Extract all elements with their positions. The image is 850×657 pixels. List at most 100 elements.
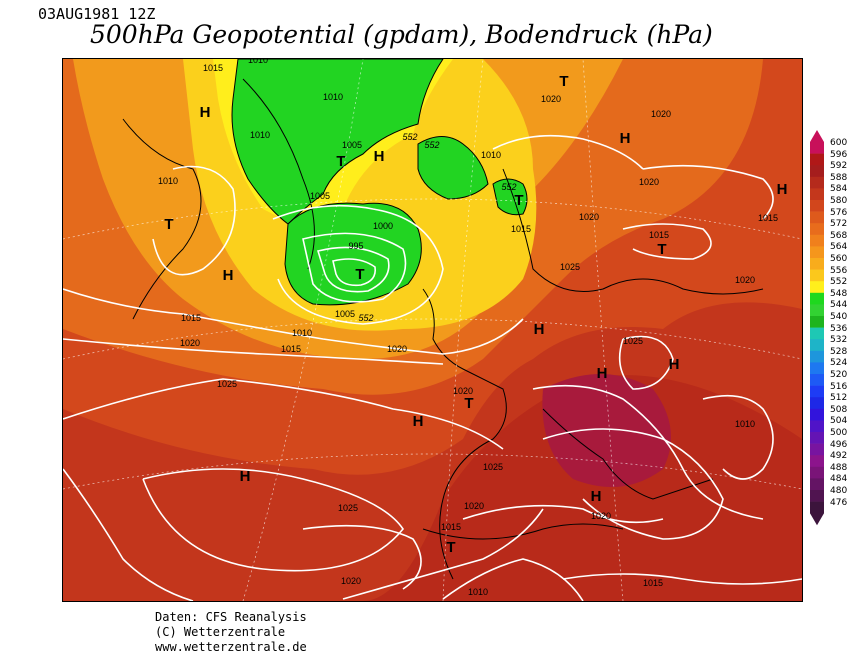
colorbar-label: 476 [830, 497, 848, 508]
isobar-label: 1020 [591, 511, 611, 521]
colorbar-swatch [810, 281, 824, 294]
colorbar-bottom-arrow [810, 513, 824, 526]
isobar-label: 1020 [453, 386, 473, 396]
pressure-center: T [514, 192, 523, 209]
contour-552-label: 552 [424, 140, 439, 150]
footer-source: Daten: CFS Reanalysis [155, 610, 307, 624]
colorbar-label: 552 [830, 277, 848, 288]
colorbar-rects [810, 142, 824, 514]
colorbar-swatch [810, 153, 824, 166]
colorbar-label: 484 [830, 474, 848, 485]
colorbar-swatch [810, 142, 824, 154]
colorbar-label: 496 [830, 439, 848, 450]
contour-552-label: 552 [402, 132, 417, 142]
pressure-center: H [620, 130, 631, 147]
isobar-label: 1010 [248, 59, 268, 65]
isobar-label: 1020 [180, 338, 200, 348]
colorbar-label: 568 [830, 230, 848, 241]
pressure-center: T [464, 395, 473, 412]
colorbar-swatch [810, 327, 824, 340]
colorbar-swatch [810, 176, 824, 189]
isobar-label: 1025 [483, 462, 503, 472]
colorbar-swatch [810, 385, 824, 398]
isobar-label: 1020 [464, 501, 484, 511]
graticule [63, 59, 802, 601]
colorbar-label: 600 [830, 138, 848, 148]
isobar-label: 1020 [387, 344, 407, 354]
pressure-center: H [374, 148, 385, 165]
pressure-center: H [534, 321, 545, 338]
coast-western-europe [422, 288, 507, 580]
isobar-label: 995 [348, 241, 363, 251]
colorbar-swatch [810, 374, 824, 386]
map-canvas: 1015 1010 1010 1020 1010 1005 1010 1005 … [63, 59, 802, 601]
colorbar-swatch [810, 478, 824, 491]
field-592 [542, 374, 671, 487]
map-title: 500hPa Geopotential (gpdam), Bodendruck … [90, 20, 713, 49]
isobar-label: 1020 [651, 109, 671, 119]
low-scandinavia [492, 178, 528, 216]
isobar-label: 1010 [292, 328, 312, 338]
isobar-label: 1025 [217, 379, 237, 389]
colorbar-top-arrow [810, 130, 824, 142]
isobar-label: 1015 [281, 344, 301, 354]
coast-north-africa [422, 523, 624, 540]
isobar-label: 1015 [181, 313, 201, 323]
colorbar-label: 548 [830, 288, 848, 299]
colorbar-label: 592 [830, 161, 848, 172]
isobar-label: 1015 [643, 578, 663, 588]
geopotential-label-group: 552 552 552 552 [358, 132, 516, 323]
colorbar-swatch [810, 234, 824, 247]
colorbar-swatch [810, 304, 824, 317]
colorbar-swatch [810, 165, 824, 178]
isobar-label: 1015 [441, 522, 461, 532]
coast-scandinavia [502, 168, 764, 295]
colorbar-label: 556 [830, 265, 848, 276]
colorbar-swatch [810, 362, 824, 375]
isobar-label: 1005 [342, 140, 362, 150]
footer-url[interactable]: www.wetterzentrale.de [155, 640, 307, 654]
colorbar-swatch [810, 223, 824, 236]
low-norway-sea [417, 136, 489, 200]
colorbar-label: 500 [830, 428, 848, 438]
colorbar-swatch [810, 455, 824, 468]
isobar-label: 1005 [310, 191, 330, 201]
pressure-center: H [597, 365, 608, 382]
colorbar-swatch [810, 246, 824, 259]
isobar-label: 1015 [203, 63, 223, 73]
colorbar-label: 564 [830, 242, 848, 253]
isobar-label: 1020 [541, 94, 561, 104]
isobar-label: 1010 [735, 419, 755, 429]
colorbar-label: 584 [830, 184, 848, 195]
isobar-label: 1015 [649, 230, 669, 240]
pressure-center: H [240, 468, 251, 485]
pressure-center: T [446, 539, 455, 556]
colorbar-swatch [810, 466, 824, 479]
isobar-label: 1020 [579, 212, 599, 222]
colorbar-label: 528 [830, 346, 848, 357]
isobars [63, 134, 802, 601]
colorbar-label: 588 [830, 172, 848, 183]
colorbar-label: 536 [830, 323, 848, 334]
pressure-center: H [223, 267, 234, 284]
isobar-label: 1020 [639, 177, 659, 187]
colorbar-swatch [810, 316, 824, 328]
pressure-center: T [164, 216, 173, 233]
colorbar-label: 520 [830, 370, 848, 380]
colorbar-swatch [810, 420, 824, 433]
isobar-label: 1020 [735, 275, 755, 285]
colorbar-swatches [810, 130, 824, 526]
colorbar-label: 596 [830, 149, 848, 160]
isobar-label: 1010 [481, 150, 501, 160]
colorbar-swatch [810, 188, 824, 201]
isobar-label: 1015 [758, 213, 778, 223]
footer: Daten: CFS Reanalysis (C) Wetterzentrale… [155, 610, 307, 655]
pressure-center: T [657, 241, 666, 258]
isobar-label: 1000 [373, 221, 393, 231]
colorbar-label: 488 [830, 462, 848, 473]
colorbar-label: 572 [830, 219, 848, 230]
colorbar-swatch [810, 339, 824, 352]
pressure-center: H [777, 181, 788, 198]
colorbar-label: 508 [830, 404, 848, 415]
isobar-label: 1010 [323, 92, 343, 102]
